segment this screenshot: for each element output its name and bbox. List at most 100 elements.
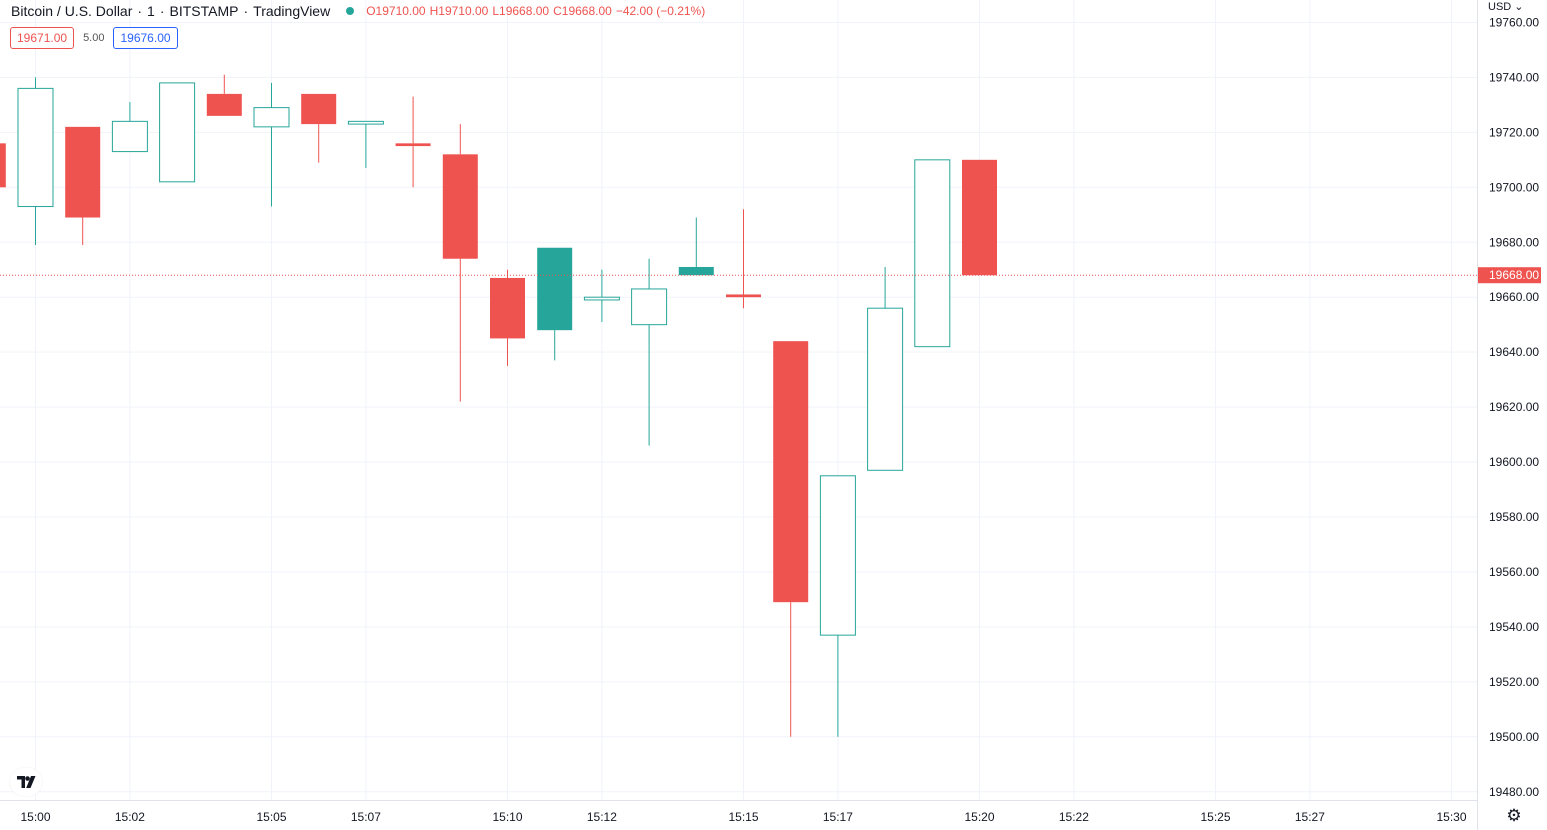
- candle[interactable]: [442, 124, 478, 402]
- y-tick-label: 19640.00: [1489, 345, 1539, 359]
- candle-body: [726, 294, 761, 298]
- candle[interactable]: [0, 143, 6, 188]
- interval-label[interactable]: 1: [147, 3, 155, 19]
- candle-body: [678, 266, 714, 276]
- ohlc-low: L19668.00: [492, 4, 550, 18]
- candle[interactable]: [583, 269, 620, 322]
- candle-body: [537, 247, 573, 331]
- candle-body: [962, 159, 997, 276]
- candle[interactable]: [395, 96, 431, 188]
- x-tick-label: 15:10: [492, 810, 522, 824]
- candle-body: [819, 475, 856, 636]
- candle-body: [347, 120, 384, 125]
- y-tick-label: 19660.00: [1489, 290, 1539, 304]
- ohlc-high: H19710.00: [429, 4, 489, 18]
- trade-prices: 19671.00 5.00 19676.00: [10, 27, 178, 49]
- x-tick-label: 15:15: [728, 810, 758, 824]
- candle-body: [867, 307, 904, 471]
- candle-body: [914, 159, 951, 348]
- y-tick-label: 19720.00: [1489, 125, 1539, 139]
- y-tick-label: 19740.00: [1489, 70, 1539, 84]
- x-tick-label: 15:02: [115, 810, 145, 824]
- y-tick-label: 19600.00: [1489, 455, 1539, 469]
- candle[interactable]: [253, 82, 290, 207]
- x-tick-label: 15:27: [1295, 810, 1325, 824]
- provider-label: TradingView: [253, 3, 331, 19]
- candle[interactable]: [914, 159, 951, 348]
- candle[interactable]: [206, 74, 242, 116]
- candle-body: [0, 143, 6, 188]
- candle-body: [206, 93, 242, 116]
- candle[interactable]: [301, 93, 337, 163]
- candle[interactable]: [65, 126, 101, 245]
- candle[interactable]: [631, 258, 668, 446]
- x-tick-label: 15:30: [1436, 810, 1466, 824]
- legend-separator: ·: [137, 3, 143, 19]
- y-tick-label: 19560.00: [1489, 565, 1539, 579]
- currency-selector[interactable]: USD ⌄: [1488, 1, 1524, 13]
- candle[interactable]: [490, 269, 525, 366]
- candle-body: [442, 154, 478, 259]
- candle[interactable]: [537, 247, 573, 361]
- candle[interactable]: [726, 209, 761, 309]
- y-tick-label: 19480.00: [1489, 785, 1539, 799]
- y-tick-label: 19700.00: [1489, 180, 1539, 194]
- candle-body: [253, 107, 290, 128]
- symbol-name[interactable]: Bitcoin / U.S. Dollar: [11, 3, 133, 19]
- x-tick-label: 15:17: [823, 810, 853, 824]
- candle-body: [395, 143, 431, 147]
- exchange-label: BITSTAMP: [169, 3, 239, 19]
- candle[interactable]: [867, 266, 904, 471]
- candle-body: [490, 277, 525, 339]
- ohlc-open: O19710.00: [366, 4, 426, 18]
- gear-icon[interactable]: ⚙: [1506, 806, 1522, 825]
- candle-body: [159, 82, 196, 183]
- candle[interactable]: [819, 475, 856, 737]
- candles-layer: [0, 74, 997, 737]
- x-tick-label: 15:07: [351, 810, 381, 824]
- x-tick-label: 15:20: [964, 810, 994, 824]
- sell-price-button[interactable]: 19671.00: [10, 27, 75, 49]
- candle-body: [301, 93, 337, 125]
- candle[interactable]: [678, 217, 714, 276]
- market-status-icon[interactable]: [346, 7, 355, 15]
- candle[interactable]: [17, 77, 54, 245]
- grid-layer: [0, 0, 1477, 800]
- candle-body: [631, 288, 668, 326]
- buy-price-button[interactable]: 19676.00: [113, 27, 178, 49]
- x-tick-label: 15:12: [587, 810, 617, 824]
- candle-body: [17, 87, 54, 208]
- legend-separator: ·: [159, 3, 165, 19]
- legend-separator: ·: [243, 3, 249, 19]
- x-tick-label: 15:25: [1200, 810, 1230, 824]
- candle[interactable]: [773, 341, 809, 737]
- y-tick-label: 19760.00: [1489, 15, 1539, 29]
- candle-body: [583, 296, 620, 301]
- candle[interactable]: [962, 159, 997, 276]
- x-tick-label: 15:05: [256, 810, 286, 824]
- candle-body: [65, 126, 101, 218]
- last-price-label: 19668.00: [1489, 268, 1539, 282]
- tradingview-logo-icon[interactable]: [10, 768, 42, 796]
- ohlc-change: −42.00 (−0.21%): [615, 4, 706, 18]
- y-tick-label: 19580.00: [1489, 510, 1539, 524]
- x-tick-label: 15:00: [20, 810, 50, 824]
- spread-value: 5.00: [83, 32, 105, 44]
- y-tick-label: 19540.00: [1489, 620, 1539, 634]
- candle[interactable]: [347, 120, 384, 169]
- y-tick-label: 19680.00: [1489, 235, 1539, 249]
- ohlc-close: C19668.00: [553, 4, 612, 18]
- x-tick-label: 15:22: [1059, 810, 1089, 824]
- y-tick-label: 19500.00: [1489, 730, 1539, 744]
- candle[interactable]: [111, 102, 148, 153]
- last-price-badge: [1478, 267, 1541, 284]
- y-tick-label: 19520.00: [1489, 675, 1539, 689]
- candle-body: [111, 120, 148, 153]
- y-tick-label: 19620.00: [1489, 400, 1539, 414]
- candle[interactable]: [159, 82, 196, 183]
- symbol-legend[interactable]: Bitcoin / U.S. Dollar · 1 · BITSTAMP · T…: [11, 2, 709, 20]
- candle-body: [773, 341, 809, 603]
